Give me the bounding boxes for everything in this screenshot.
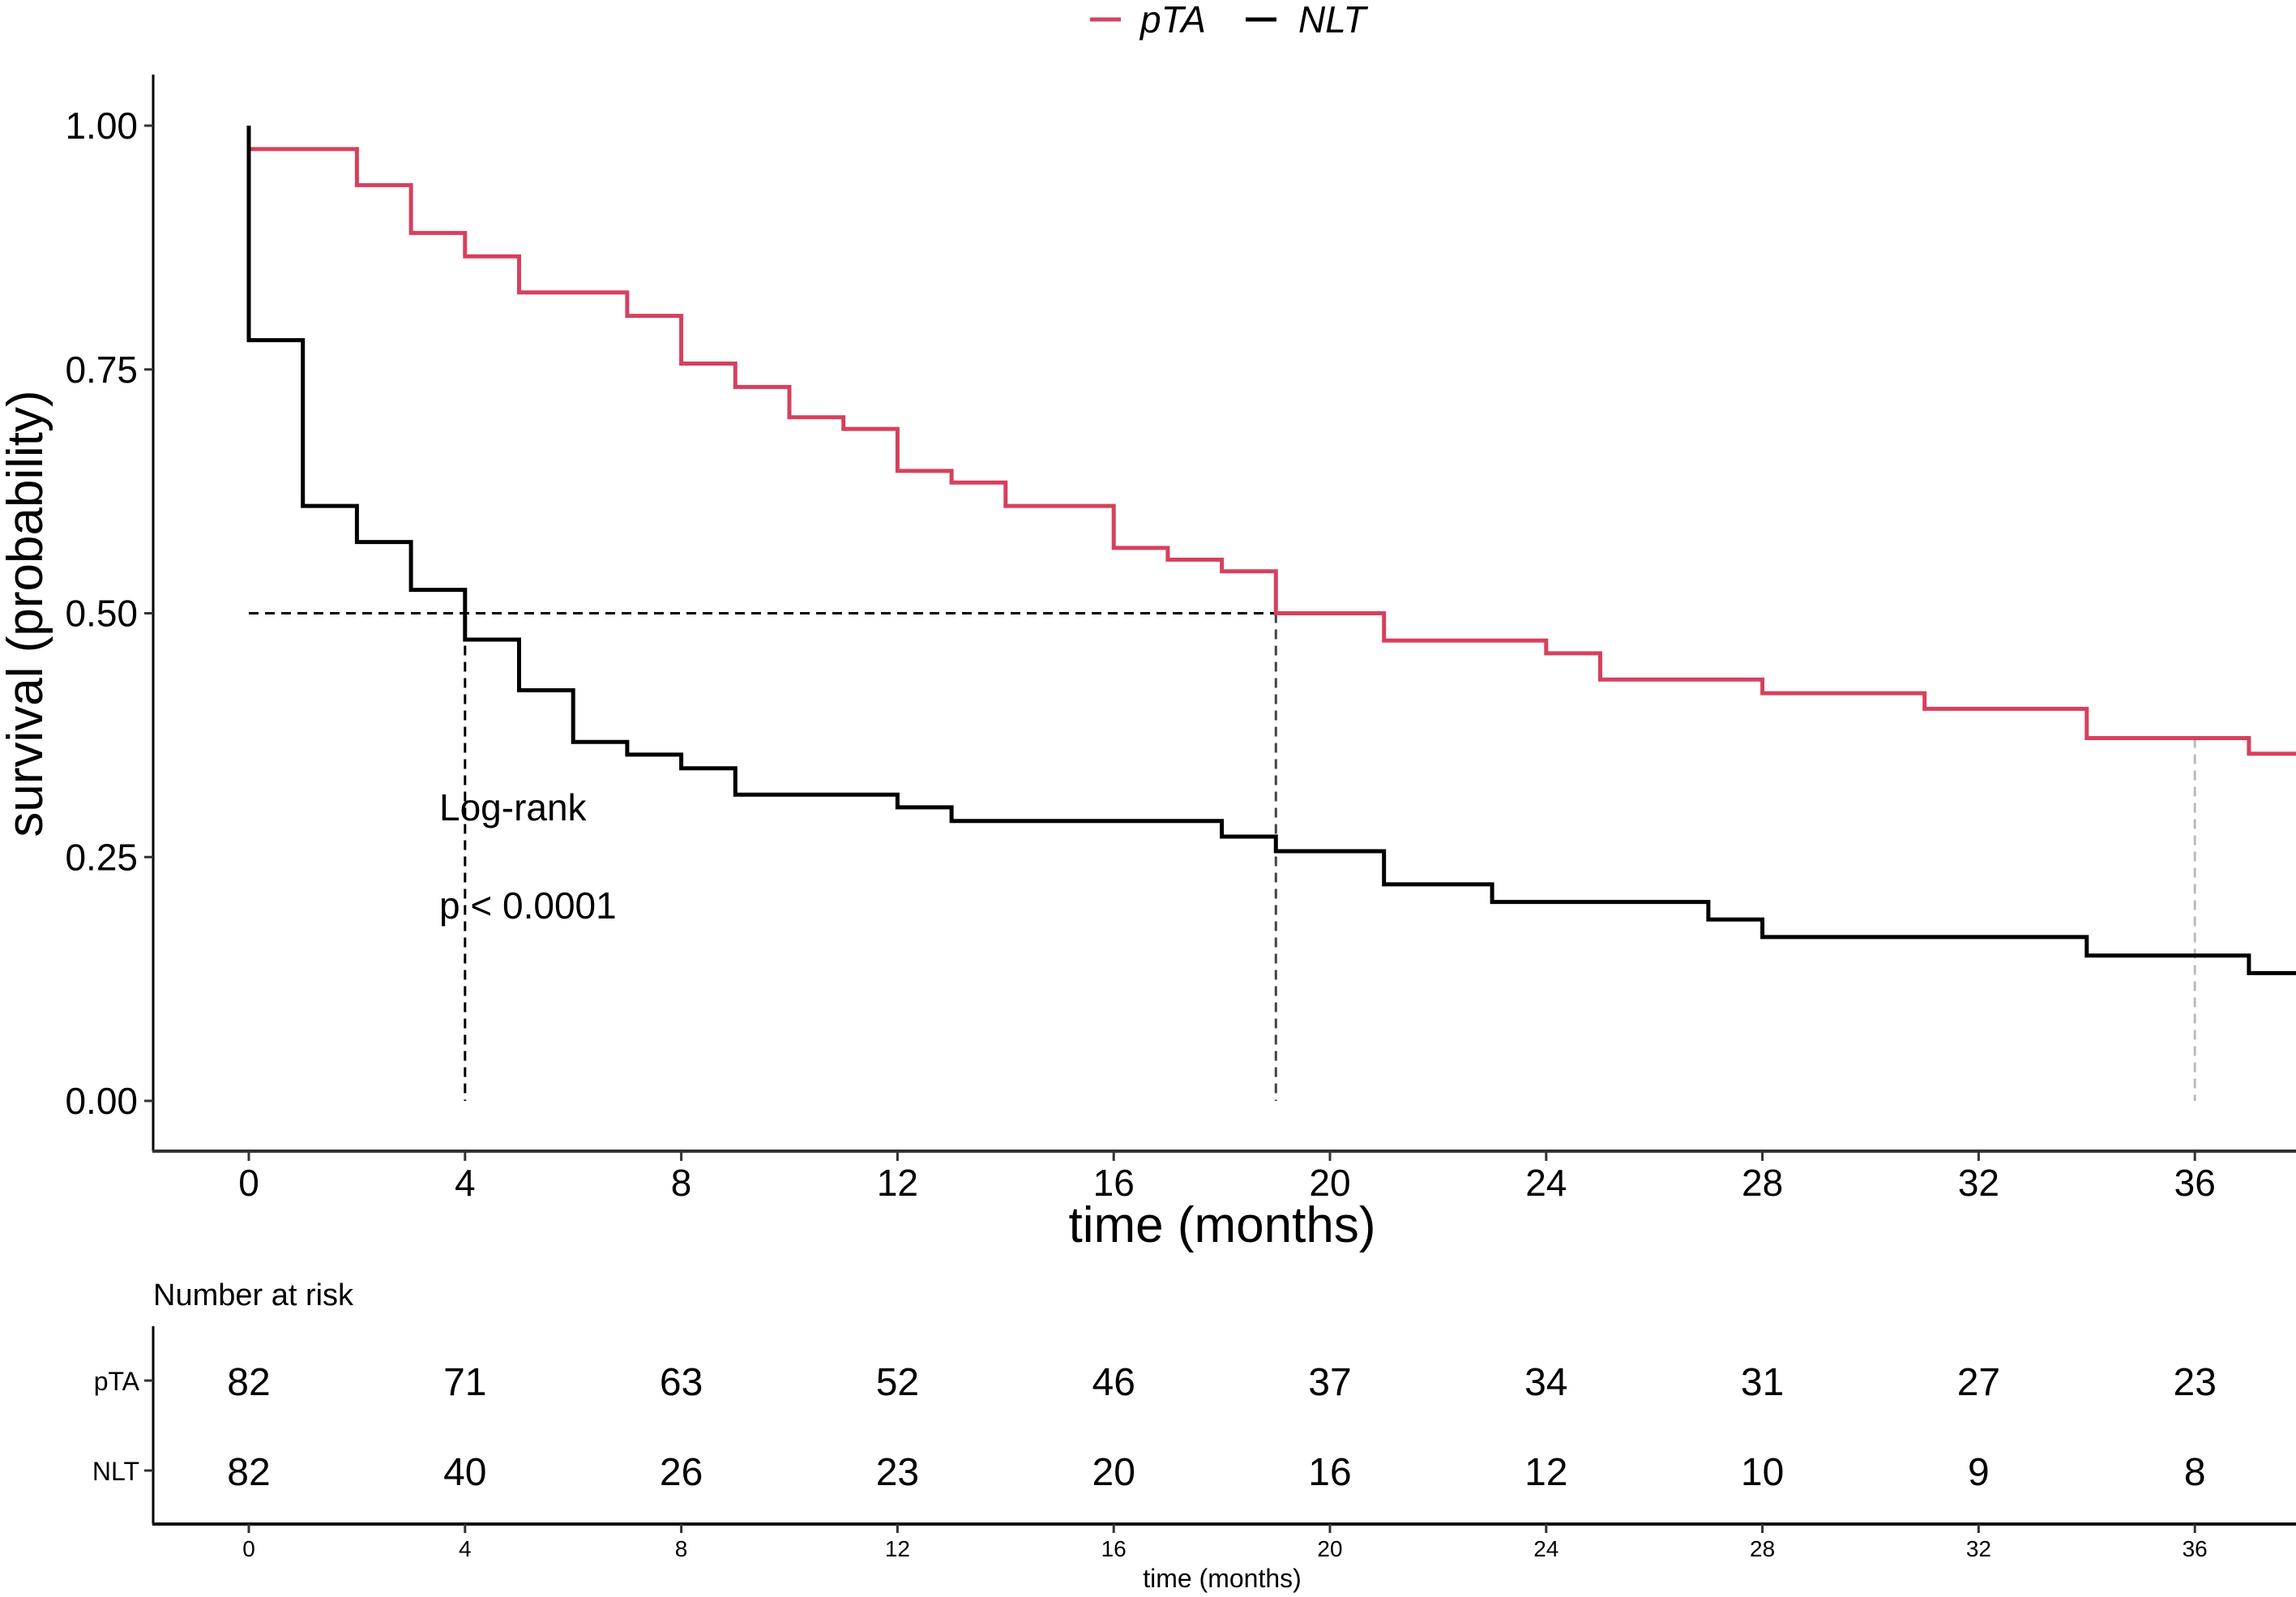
- survival-curves: [246, 126, 2296, 975]
- y-tick-label: 0.25: [65, 836, 138, 878]
- risk-x-tick-label: 8: [675, 1536, 688, 1561]
- risk-x-tick-label: 4: [459, 1536, 472, 1561]
- risk-value: 52: [876, 1361, 919, 1404]
- y-tick-label: 1.00: [65, 105, 138, 147]
- risk-value: 71: [443, 1361, 486, 1404]
- risk-row-label-nlt: NLT: [92, 1457, 139, 1486]
- y-tick-label: 0.50: [65, 593, 138, 635]
- risk-x-tick-label: 32: [1966, 1536, 1991, 1561]
- x-tick-label: 4: [455, 1162, 476, 1204]
- risk-value: 27: [1957, 1361, 2000, 1404]
- risk-x-tick-label: 0: [242, 1536, 255, 1561]
- risk-table-x-title: time (months): [1143, 1564, 1302, 1593]
- risk-value: 20: [1092, 1451, 1135, 1494]
- risk-value: 82: [227, 1361, 270, 1404]
- y-axis-title: survival (probability): [0, 390, 53, 837]
- risk-value: 37: [1308, 1361, 1351, 1404]
- curve-nlt: [246, 126, 2296, 975]
- x-tick-label: 8: [671, 1162, 692, 1204]
- risk-x-tick-label: 16: [1101, 1536, 1127, 1561]
- risk-value: 9: [1968, 1451, 1990, 1494]
- risk-value: 46: [1092, 1361, 1135, 1404]
- risk-value: 82: [227, 1451, 270, 1494]
- risk-x-tick-label: 36: [2183, 1536, 2208, 1561]
- x-tick-label: 36: [2174, 1162, 2216, 1204]
- legend-label-pta: pTA: [1139, 0, 1206, 41]
- risk-value: 26: [660, 1451, 703, 1494]
- risk-value: 10: [1741, 1451, 1784, 1494]
- legend-label-nlt: NLT: [1298, 0, 1368, 41]
- risk-value: 40: [443, 1451, 486, 1494]
- risk-x-tick-label: 28: [1750, 1536, 1775, 1561]
- x-tick-label: 0: [238, 1162, 259, 1204]
- risk-table-x-ticks: 0 4 8 12 16 20 24 28 32 36: [242, 1524, 2208, 1561]
- risk-value: 23: [2174, 1361, 2217, 1404]
- logrank-annotation: Log-rank p < 0.0001: [439, 786, 617, 927]
- x-tick-label: 28: [1742, 1162, 1783, 1204]
- main-axes: 0.00 0.25 0.50 0.75 1.00 0 4 8 12 16 20 24 28 32 36 t…: [0, 75, 2296, 1253]
- x-tick-label: 20: [1309, 1162, 1350, 1204]
- x-tick-label: 12: [877, 1162, 918, 1204]
- x-axis-title: time (months): [1069, 1197, 1376, 1253]
- median-lines: [249, 612, 2196, 1101]
- risk-value: 23: [876, 1451, 919, 1494]
- risk-value: 63: [660, 1361, 703, 1404]
- risk-x-tick-label: 12: [885, 1536, 910, 1561]
- risk-table-title: Number at risk: [153, 1278, 354, 1312]
- pvalue-label: p < 0.0001: [439, 884, 617, 927]
- risk-value: 16: [1308, 1451, 1351, 1494]
- risk-value: 31: [1741, 1361, 1784, 1404]
- logrank-label: Log-rank: [439, 786, 588, 828]
- risk-x-tick-label: 24: [1533, 1536, 1558, 1561]
- x-tick-label: 16: [1093, 1162, 1135, 1204]
- risk-row-label-pta: pTA: [94, 1367, 140, 1396]
- x-tick-label: 24: [1525, 1162, 1567, 1204]
- y-tick-label: 0.75: [65, 349, 138, 391]
- x-tick-label: 32: [1958, 1162, 1999, 1204]
- curve-pta: [246, 126, 2296, 756]
- risk-value: 34: [1524, 1361, 1567, 1404]
- risk-value: 8: [2184, 1451, 2206, 1494]
- risk-table-rows: pTA 82 71 63 52 46 37 34 31 27 23 NLT 82 40 26 23 20 16 12…: [92, 1361, 2217, 1494]
- risk-x-tick-label: 20: [1317, 1536, 1342, 1561]
- y-ticks: 0.00 0.25 0.50 0.75 1.00: [65, 105, 153, 1122]
- y-tick-label: 0.00: [65, 1080, 138, 1122]
- risk-table: Number at risk pTA 82 71 63 52 46 37 34 31 27 23 NL…: [92, 1278, 2296, 1593]
- legend: pTA NLT: [1090, 0, 1368, 41]
- x-ticks: 0 4 8 12 16 20 24 28 32 36: [238, 1151, 2216, 1204]
- risk-value: 12: [1524, 1451, 1567, 1494]
